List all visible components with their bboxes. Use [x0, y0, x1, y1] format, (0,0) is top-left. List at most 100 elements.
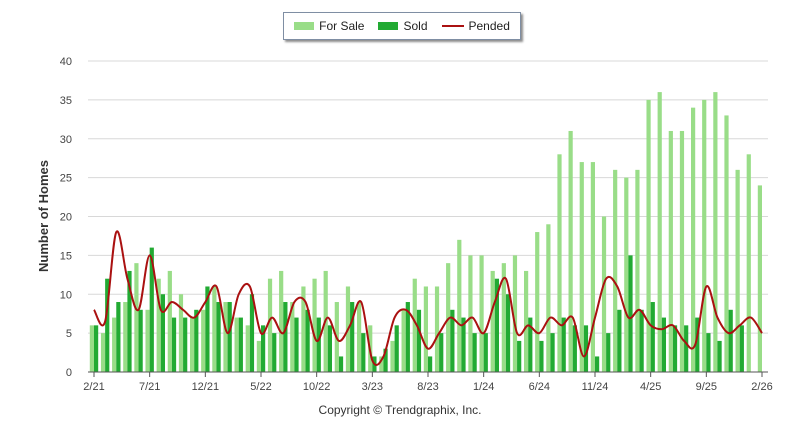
bar-sold [261, 325, 266, 372]
bar-for-sale [590, 162, 595, 372]
y-tick-label: 40 [60, 56, 72, 68]
bar-sold [672, 325, 678, 372]
bar-for-sale [256, 340, 261, 372]
y-tick-label: 20 [60, 212, 72, 224]
bar-sold [572, 325, 577, 372]
bar-sold [405, 302, 410, 372]
bar-for-sale [267, 278, 273, 372]
bar-sold [316, 317, 321, 372]
bar-for-sale [434, 286, 440, 372]
x-tick-label: 2/26 [751, 381, 772, 393]
bar-for-sale [668, 130, 673, 372]
bar-sold [216, 302, 221, 372]
bar-sold [227, 302, 232, 372]
bar-for-sale [245, 325, 250, 372]
legend-swatch-for-sale [294, 22, 315, 30]
y-axis-label: Number of Homes [36, 160, 51, 272]
x-tick-label: 1/24 [473, 381, 494, 393]
bar-for-sale [234, 317, 239, 372]
bar-sold [105, 278, 110, 372]
x-tick-label: 5/22 [250, 381, 271, 393]
bar-sold [194, 309, 199, 372]
bar-sold [428, 356, 433, 372]
bar-for-sale [579, 162, 584, 372]
bar-sold [138, 309, 143, 372]
bar-sold [561, 317, 566, 372]
legend-swatch-sold [378, 22, 399, 30]
bar-sold [94, 325, 99, 372]
x-tick-label: 12/21 [192, 381, 220, 393]
bar-sold [127, 270, 132, 372]
bar-for-sale [679, 130, 685, 372]
bar-sold [361, 333, 366, 373]
bar-sold [539, 340, 544, 372]
bar-for-sale [212, 286, 217, 372]
bar-sold [706, 333, 711, 373]
bar-sold [149, 247, 154, 372]
bar-for-sale [746, 154, 751, 372]
bar-for-sale [112, 317, 117, 372]
bar-for-sale [412, 278, 417, 372]
y-tick-label: 5 [66, 328, 72, 340]
bar-sold [439, 333, 444, 373]
bar-sold [383, 348, 388, 372]
bar-sold [249, 294, 255, 372]
bar-sold [461, 317, 466, 372]
y-tick-label: 0 [66, 367, 72, 379]
y-tick-label: 35 [60, 95, 72, 107]
bar-for-sale [624, 177, 629, 373]
bar-for-sale [479, 255, 484, 373]
bar-for-sale [535, 232, 540, 372]
bar-sold [583, 325, 589, 372]
bar-for-sale [312, 278, 317, 372]
bar-for-sale [423, 286, 428, 372]
x-tick-label: 10/22 [303, 381, 331, 393]
legend-item-sold: Sold [378, 19, 428, 33]
copyright-text: Copyright © Trendgraphix, Inc. [318, 403, 482, 417]
bar-sold [160, 294, 165, 372]
bar-sold [728, 309, 733, 372]
bar-sold [472, 333, 477, 373]
bar-for-sale [735, 169, 740, 372]
bar-sold [739, 325, 744, 372]
bar-for-sale [290, 302, 295, 372]
bar-for-sale [156, 278, 161, 372]
bar-sold [628, 255, 633, 373]
x-tick-label: 7/21 [139, 381, 160, 393]
x-tick-label: 9/25 [696, 381, 717, 393]
bar-for-sale [512, 255, 518, 373]
bar-for-sale [691, 107, 696, 373]
bar-sold [294, 317, 299, 372]
x-tick-label: 11/24 [582, 381, 609, 393]
bar-sold [183, 317, 188, 372]
bar-for-sale [468, 255, 473, 373]
bar-for-sale [524, 270, 529, 372]
x-axis: 2/21 7/21 12/21 5/22 10/22 3/23 8/23 1/24 6/24 11… [83, 371, 773, 393]
bar-for-sale [724, 115, 729, 373]
bar-sold [505, 294, 511, 372]
bar-for-sale [123, 302, 128, 372]
bar-sold [283, 302, 288, 372]
bar-for-sale [301, 286, 306, 372]
y-tick-label: 15 [60, 250, 72, 262]
bar-sold [238, 317, 243, 372]
bar-sold [550, 333, 555, 373]
bar-for-sale [757, 185, 762, 372]
bar-sold [305, 309, 310, 372]
y-tick-label: 30 [60, 134, 72, 146]
bar-sold [205, 286, 210, 372]
bar-for-sale [490, 270, 495, 372]
bar-sold [617, 309, 622, 372]
bar-for-sale [190, 317, 195, 372]
bar-sold [661, 317, 666, 372]
bar-for-sale [100, 333, 106, 373]
bar-sold [350, 302, 355, 372]
bar-for-sale [546, 224, 551, 372]
x-tick-label: 3/23 [362, 381, 383, 393]
bar-for-sale [446, 263, 451, 372]
bar-sold [450, 309, 455, 372]
bar-sold [416, 309, 422, 372]
bar-for-sale [657, 92, 662, 372]
x-tick-label: 4/25 [640, 381, 661, 393]
